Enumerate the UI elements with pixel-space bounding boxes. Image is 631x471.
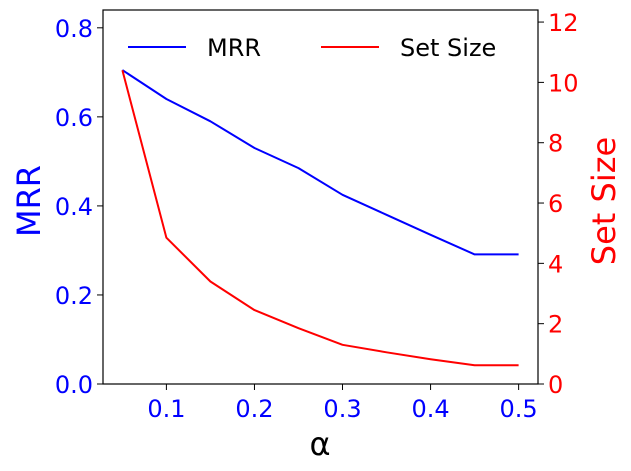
series-line-mrr [121,69,519,256]
left-y-axis: 0.0 0.2 0.4 0.6 0.8 [55,15,103,399]
x-tick-label: 0.4 [411,395,449,423]
legend-label-mrr: MRR [207,34,261,62]
plot-area [102,9,539,385]
left-y-tick-label: 0.8 [55,15,93,43]
left-y-axis-label: MRR [10,165,48,237]
series-layer [121,69,519,367]
x-tick-label: 0.5 [500,395,538,423]
x-axis: 0.1 0.2 0.3 0.4 0.5 [147,384,538,423]
x-tick-label: 0.2 [235,395,273,423]
right-y-axis-label: Set Size [585,137,623,265]
series-line-set-size [121,70,519,367]
x-tick-label: 0.3 [323,395,361,423]
left-y-tick-label: 0.4 [55,193,93,221]
right-y-tick-label: 0 [548,371,563,399]
legend-label-set-size: Set Size [400,34,496,62]
right-y-tick-label: 4 [548,250,563,278]
left-y-tick-label: 0.6 [55,104,93,132]
right-y-tick-label: 6 [548,190,563,218]
legend: MRR Set Size [128,34,496,62]
right-y-tick-label: 10 [548,69,579,97]
right-y-tick-label: 2 [548,311,563,339]
plot-frame [102,9,539,385]
left-y-tick-label: 0.0 [55,371,93,399]
x-axis-label: α [309,425,330,463]
right-y-axis: 0 2 4 6 8 10 12 [538,9,579,399]
x-tick-label: 0.1 [147,395,185,423]
left-y-tick-label: 0.2 [55,282,93,310]
right-y-tick-label: 12 [548,9,579,37]
right-y-tick-label: 8 [548,130,563,158]
